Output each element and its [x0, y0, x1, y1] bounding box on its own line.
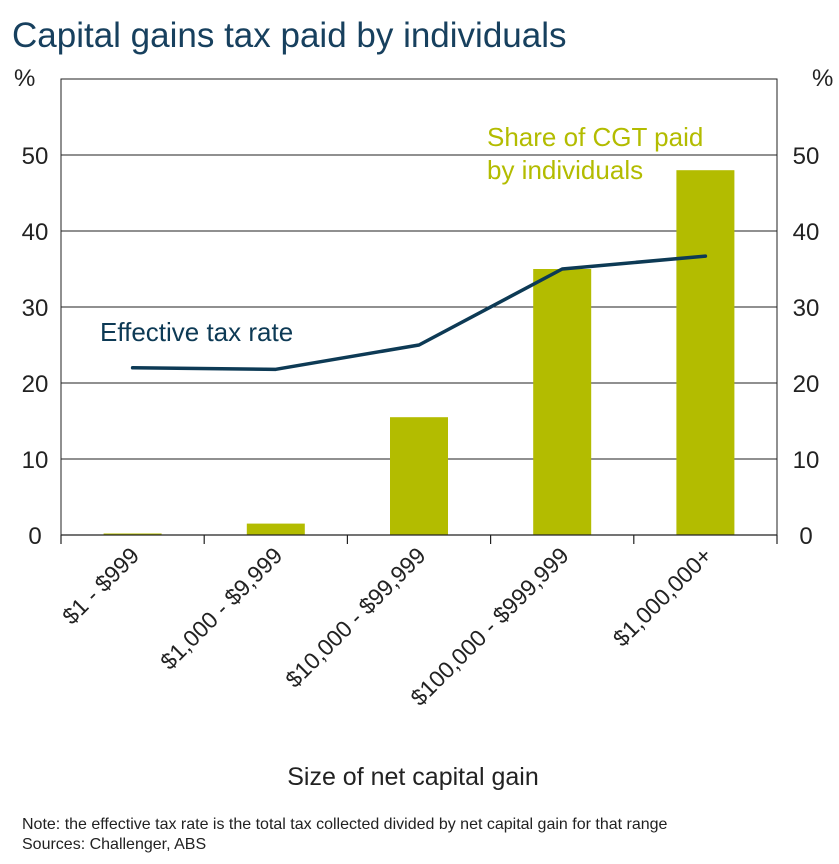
y-tick-label-right: 0	[799, 523, 812, 550]
note-text: Note: the effective tax rate is the tota…	[22, 816, 668, 833]
bar-series-label-line-2: by individuals	[487, 155, 643, 185]
y-tick-label-left: 20	[22, 371, 49, 398]
effective-tax-rate-line	[130, 254, 708, 372]
x-tick-label: $1,000 - $9,999	[155, 542, 287, 674]
y-tick-label-right: 10	[793, 447, 820, 474]
y-tick-label-left: 40	[22, 219, 49, 246]
bar	[533, 269, 592, 535]
gridlines	[61, 154, 777, 460]
y-tick-label-right: 50	[793, 143, 820, 170]
sources-text: Sources: Challenger, ABS	[22, 836, 206, 853]
y-unit-right: %	[812, 65, 833, 92]
bar	[390, 417, 448, 535]
x-tick-labels: $1 - $999 $1,000 - $9,999$10,000 - $99,99…	[57, 542, 717, 711]
y-tick-label-right: 30	[793, 295, 820, 322]
y-tick-labels: 0 0 10 10 20 20 30 30 40 40 50 50	[22, 143, 820, 550]
x-tick-label: $1 - $999	[57, 542, 144, 629]
x-axis	[60, 534, 778, 544]
bar	[676, 170, 735, 535]
y-tick-label-left: 0	[28, 523, 41, 550]
bar	[103, 533, 162, 535]
line-series	[130, 254, 708, 372]
y-tick-label-left: 30	[22, 295, 49, 322]
bars	[103, 170, 735, 535]
y-tick-label-right: 40	[793, 219, 820, 246]
x-tick-label: $10,000 - $99,999	[280, 542, 430, 692]
y-unit-left: %	[14, 65, 35, 92]
x-tick-label: $100,000 - $999,999	[405, 542, 574, 711]
chart-title: Capital gains tax paid by individuals	[12, 16, 567, 55]
x-tick-label: $1,000,000+	[608, 542, 717, 651]
line-series-label: Effective tax rate	[100, 317, 293, 347]
y-tick-label-left: 50	[22, 143, 49, 170]
y-tick-label-left: 10	[22, 447, 49, 474]
x-axis-label: Size of net capital gain	[287, 763, 539, 791]
bar	[246, 523, 305, 535]
bar-series-label-line-1: Share of CGT paid	[487, 122, 703, 152]
y-tick-label-right: 20	[793, 371, 820, 398]
